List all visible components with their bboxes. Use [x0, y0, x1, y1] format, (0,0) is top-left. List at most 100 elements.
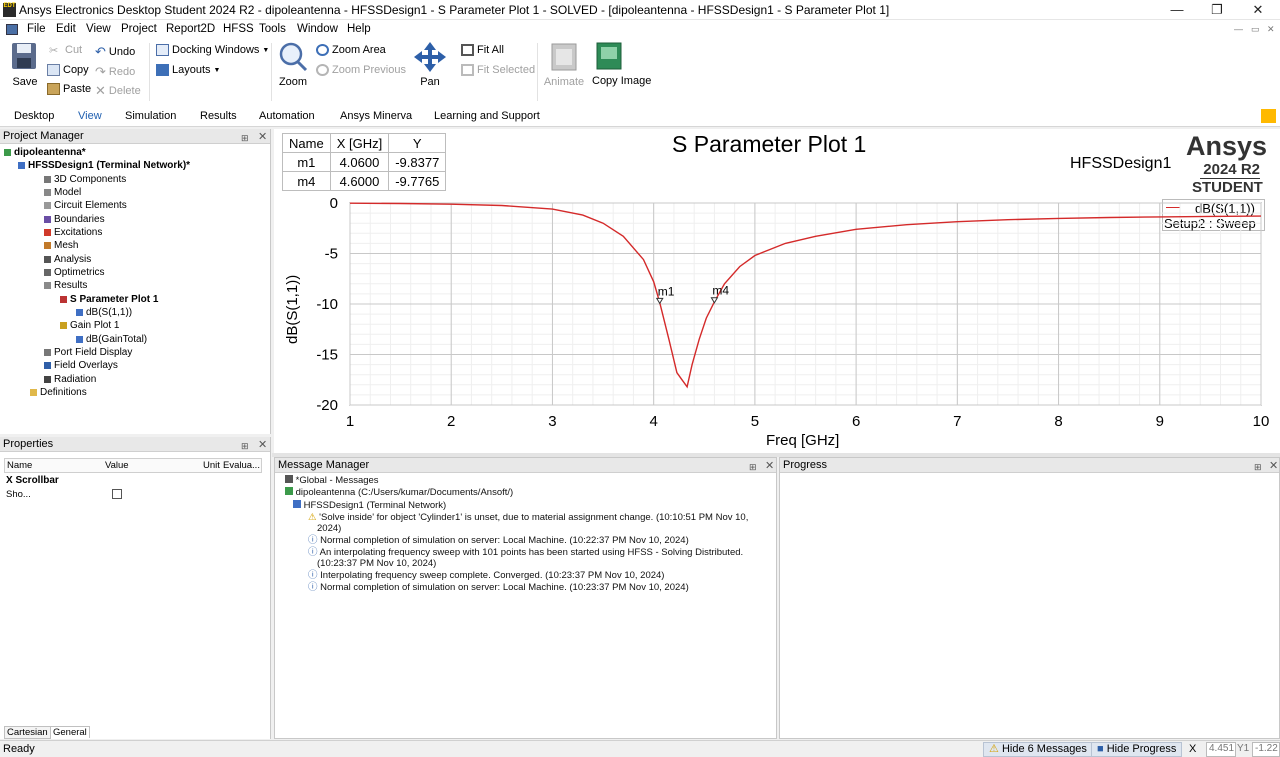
menu-view[interactable]: View	[86, 23, 111, 35]
menu-edit[interactable]: Edit	[56, 23, 76, 35]
cut-button[interactable]: ✂ Cut	[49, 44, 82, 57]
undo-button[interactable]: ↶ Undo	[95, 44, 135, 60]
tab-simulation[interactable]: Simulation	[125, 110, 177, 122]
legend-swatch	[1166, 207, 1180, 208]
minimize-icon[interactable]: —	[1170, 2, 1184, 17]
mdi-minimize-icon[interactable]: —	[1234, 24, 1243, 34]
tab-view[interactable]: View	[78, 110, 102, 122]
layouts-button[interactable]: Layouts ▼	[156, 64, 220, 76]
doc-menu-icon[interactable]	[6, 24, 18, 35]
plot-window[interactable]: Name X [GHz] Y m1 4.0600 -9.8377 m4 4.6000 -9.…	[274, 129, 1280, 453]
tree-gain-plot[interactable]: Gain Plot 1	[60, 320, 119, 331]
app-icon: EDT	[3, 3, 16, 17]
pin-icon[interactable]: ⊞	[749, 462, 757, 472]
menu-hfss[interactable]: HFSS	[223, 23, 254, 35]
tab-ansys-minerva[interactable]: Ansys Minerva	[340, 110, 413, 122]
tab-general[interactable]: General	[50, 726, 90, 738]
hide-progress-button[interactable]: ■ Hide Progress	[1091, 742, 1183, 757]
tree-results[interactable]: Results	[44, 280, 87, 291]
restore-icon[interactable]: ❐	[1211, 2, 1223, 17]
copy-image-button[interactable]: Copy Image	[592, 41, 651, 103]
msg-info[interactable]: ⓘ Interpolating frequency sweep complete…	[308, 570, 664, 581]
tree-trace-s11[interactable]: dB(S(1,1))	[76, 307, 132, 318]
tree-s-parameter-plot[interactable]: S Parameter Plot 1	[60, 294, 158, 305]
tree-analysis[interactable]: Analysis	[44, 254, 91, 265]
tree-radiation[interactable]: Radiation	[44, 374, 96, 385]
tab-learning-support[interactable]: Learning and Support	[434, 110, 540, 122]
mdi-close-icon[interactable]: ✕	[1267, 24, 1275, 34]
show-checkbox[interactable]	[112, 489, 122, 499]
y-tick-label: 0	[330, 195, 338, 212]
msg-global-node[interactable]: *Global - Messages	[285, 475, 379, 486]
trace-icon	[76, 309, 83, 316]
menu-help[interactable]: Help	[347, 23, 371, 35]
msg-text: An interpolating frequency sweep with 10…	[319, 547, 744, 558]
tree-model[interactable]: Model	[44, 187, 81, 198]
mdi-restore-icon[interactable]: ▭	[1251, 24, 1260, 34]
plot-design-name: HFSSDesign1	[1070, 155, 1172, 172]
menu-file[interactable]: File	[27, 23, 46, 35]
copy-button[interactable]: Copy	[47, 64, 89, 76]
msg-info[interactable]: ⓘ Normal completion of simulation on ser…	[308, 535, 689, 546]
status-close-button[interactable]: X	[1189, 743, 1197, 755]
pan-button[interactable]: Pan	[413, 41, 447, 91]
msg-info[interactable]: ⓘ Normal completion of simulation on ser…	[308, 582, 689, 593]
paste-button[interactable]: Paste	[47, 83, 91, 95]
menu-project[interactable]: Project	[121, 23, 157, 35]
tree-trace-gain[interactable]: dB(GainTotal)	[76, 334, 147, 345]
col-value: Value	[105, 460, 129, 471]
horizontal-splitter[interactable]	[272, 453, 1280, 457]
tree-project[interactable]: dipoleantenna*	[4, 147, 86, 158]
tree-3d-components[interactable]: 3D Components	[44, 174, 126, 185]
redo-button[interactable]: ↷ Redo	[95, 64, 135, 80]
save-button[interactable]: Save	[8, 41, 42, 91]
delete-button[interactable]: ✕ Delete	[95, 83, 141, 99]
tree-excitations[interactable]: Excitations	[44, 227, 102, 238]
docking-windows-button[interactable]: Docking Windows ▼	[156, 44, 269, 56]
close-icon[interactable]: ✕	[258, 439, 268, 451]
tab-automation[interactable]: Automation	[259, 110, 315, 122]
fit-all-button[interactable]: Fit All	[461, 44, 504, 56]
pin-icon[interactable]: ⊞	[241, 441, 249, 451]
tree-port-field-display[interactable]: Port Field Display	[44, 347, 132, 358]
zoom-previous-button[interactable]: Zoom Previous	[316, 64, 406, 76]
tree-optimetrics[interactable]: Optimetrics	[44, 267, 105, 278]
msg-info[interactable]: ⓘ An interpolating frequency sweep with …	[308, 547, 743, 558]
tree-design[interactable]: HFSSDesign1 (Terminal Network)*	[18, 160, 190, 171]
ribbon-separator	[271, 43, 272, 101]
tab-desktop[interactable]: Desktop	[14, 110, 55, 122]
zoom-area-button[interactable]: Zoom Area	[316, 44, 386, 56]
close-icon[interactable]: ✕	[258, 131, 268, 143]
msg-text: Interpolating frequency sweep complete. …	[320, 570, 665, 581]
s-parameter-chart[interactable]: 1 2 3 4 5 6 7 8 9 10 0 -5 -10 -15 -20 m1 m4	[274, 129, 1280, 453]
fit-selected-button[interactable]: Fit Selected	[461, 64, 535, 76]
tree-label: Radiation	[54, 374, 97, 385]
msg-project-node[interactable]: dipoleantenna (C:/Users/kumar/Documents/…	[285, 487, 513, 498]
msg-design-node[interactable]: HFSSDesign1 (Terminal Network)	[293, 500, 446, 511]
ribbon-tab-bar: Desktop View Simulation Results Automati…	[0, 107, 1280, 127]
menu-report2d[interactable]: Report2D	[166, 23, 216, 35]
menu-tools[interactable]: Tools	[259, 23, 286, 35]
pin-icon[interactable]: ⊞	[1254, 462, 1262, 472]
hide-progress-label: Hide Progress	[1106, 743, 1177, 755]
menu-window[interactable]: Window	[297, 23, 338, 35]
close-icon[interactable]: ✕	[1269, 460, 1279, 472]
tree-field-overlays[interactable]: Field Overlays	[44, 360, 118, 371]
tree-circuit-elements[interactable]: Circuit Elements	[44, 200, 127, 211]
s11-series-line[interactable]	[349, 202, 1262, 389]
tab-results[interactable]: Results	[200, 110, 237, 122]
zoom-button[interactable]: Zoom	[277, 41, 309, 91]
pin-icon[interactable]: ⊞	[241, 133, 249, 143]
tree-mesh[interactable]: Mesh	[44, 240, 78, 251]
tree-boundaries[interactable]: Boundaries	[44, 214, 105, 225]
tree-definitions[interactable]: Definitions	[30, 387, 87, 398]
marker-table: Name X [GHz] Y m1 4.0600 -9.8377 m4 4.6000 -9.…	[282, 133, 447, 191]
msg-warning[interactable]: ⚠ 'Solve inside' for object 'Cylinder1' …	[308, 512, 748, 523]
msg-text: 'Solve inside' for object 'Cylinder1' is…	[319, 512, 749, 523]
hide-messages-button[interactable]: ⚠ Hide 6 Messages	[983, 742, 1093, 757]
close-icon[interactable]: ✕	[765, 460, 775, 472]
y-axis-name: Y1	[1237, 743, 1250, 754]
tab-cartesian[interactable]: Cartesian	[4, 726, 51, 739]
close-icon[interactable]: ✕	[1252, 2, 1264, 17]
animate-button[interactable]: Animate	[543, 41, 585, 91]
